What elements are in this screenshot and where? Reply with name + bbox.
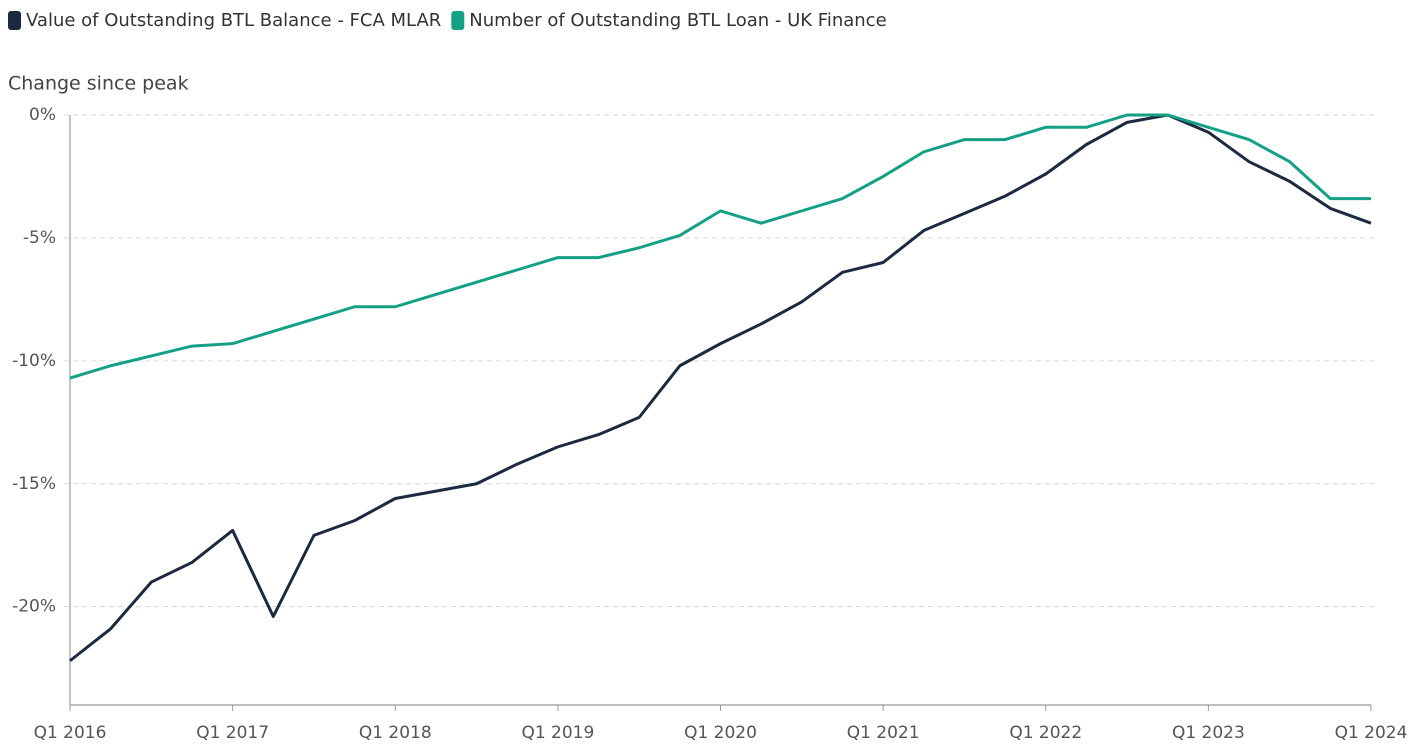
x-tick-label: Q1 2017 xyxy=(196,723,269,743)
x-tick-label: Q1 2022 xyxy=(1009,723,1082,743)
x-tick-label: Q1 2021 xyxy=(847,723,920,743)
x-tick-label: Q1 2020 xyxy=(684,723,757,743)
y-axis-label: Change since peak xyxy=(8,73,189,95)
x-tick-label: Q1 2016 xyxy=(34,723,107,743)
x-tick-label: Q1 2024 xyxy=(1335,723,1408,743)
x-tick-label: Q1 2018 xyxy=(359,723,432,743)
series-line xyxy=(69,113,1371,380)
legend-label: Value of Outstanding BTL Balance - FCA M… xyxy=(26,10,441,31)
y-tick-label: 0% xyxy=(29,105,56,125)
legend-label: Number of Outstanding BTL Loan - UK Fina… xyxy=(469,10,886,31)
legend-swatch xyxy=(451,11,465,30)
series-line xyxy=(69,113,1372,662)
y-tick-label: -15% xyxy=(12,474,56,494)
x-tick-label: Q1 2019 xyxy=(521,723,594,743)
legend-swatch xyxy=(8,11,21,30)
y-tick-label: -10% xyxy=(12,351,56,371)
y-tick-label: -20% xyxy=(12,597,56,617)
y-tick-label: -5% xyxy=(23,228,56,248)
x-tick-label: Q1 2023 xyxy=(1172,723,1245,743)
